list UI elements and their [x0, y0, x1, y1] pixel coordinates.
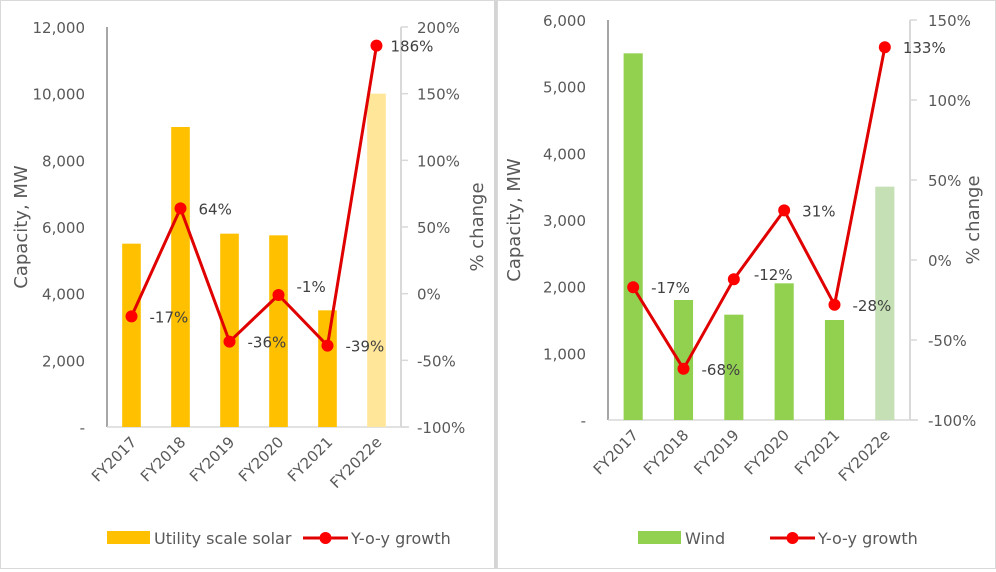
growth-point	[272, 289, 285, 301]
y-tick-label: 4,000	[543, 145, 586, 163]
bar-fy2018	[171, 127, 190, 427]
bar-fy2022e	[367, 93, 386, 428]
x-tick-label: FY2018	[137, 433, 189, 485]
growth-data-label: -1%	[297, 278, 326, 296]
growth-data-label: -39%	[346, 338, 385, 356]
legend-line-marker	[319, 532, 332, 544]
bar-fy2018	[673, 300, 694, 420]
legend-bar-label: Wind	[685, 529, 725, 548]
y-tick-label: 6,000	[42, 219, 85, 237]
y-tick-label: 6,000	[543, 12, 586, 30]
y2-tick-label: 100%	[928, 92, 971, 110]
growth-data-label: -68%	[702, 361, 741, 379]
growth-point	[223, 335, 236, 348]
legend-bar-swatch	[638, 531, 681, 544]
growth-data-label: -12%	[754, 266, 793, 284]
x-tick-label: FY2022e	[326, 433, 385, 492]
x-tick-label: FY2019	[690, 426, 742, 478]
solar-chart-panel: - 2,000 4,000 6,000 8,000 10,000 12,000 -100% -5…	[0, 0, 497, 569]
growth-point	[370, 39, 383, 52]
growth-data-label: 133%	[903, 39, 946, 57]
growth-point	[828, 298, 841, 311]
growth-point	[125, 310, 138, 323]
growth-point	[778, 204, 791, 217]
y2-tick-label: -100%	[928, 412, 976, 430]
growth-point	[174, 202, 187, 215]
y-tick-label: 4,000	[42, 286, 85, 304]
legend-bar-swatch	[107, 531, 150, 544]
y-tick-label: -	[581, 412, 586, 430]
y-tick-label: 3,000	[543, 212, 586, 230]
y2-tick-label: 150%	[417, 86, 460, 104]
growth-point	[878, 41, 891, 54]
growth-point	[677, 362, 690, 375]
bar-fy2017	[623, 53, 643, 420]
growth-data-label: -36%	[248, 334, 287, 352]
x-tick-label: FY2020	[741, 426, 793, 478]
y2-tick-label: -50%	[928, 332, 967, 350]
bar-fy2017	[122, 243, 141, 427]
bar-fy2021	[824, 320, 845, 420]
y2-tick-label: -100%	[417, 419, 465, 437]
y-tick-label: 12,000	[33, 19, 86, 37]
growth-data-label: -17%	[150, 308, 189, 326]
y-tick-label: 5,000	[543, 79, 586, 97]
growth-point	[727, 273, 740, 286]
bar-fy2022e	[875, 186, 895, 420]
x-tick-label: FY2017	[590, 426, 642, 478]
y-axis-title: Capacity, MW	[504, 158, 525, 282]
y-tick-label: 1,000	[543, 345, 586, 363]
y-tick-label: 10,000	[33, 86, 86, 104]
legend-line-marker	[786, 532, 799, 544]
y2-tick-label: 150%	[928, 12, 971, 30]
growth-data-label: -17%	[651, 279, 690, 297]
x-tick-label: FY2018	[640, 426, 692, 478]
growth-point	[627, 281, 640, 294]
y-tick-label: -	[80, 419, 85, 437]
growth-data-label: -28%	[853, 297, 892, 315]
y2-axis-title: % change	[963, 175, 984, 264]
legend-line-label: Y-o-y growth	[350, 529, 451, 548]
bar-fy2019	[724, 314, 744, 420]
y2-tick-label: 100%	[417, 152, 460, 170]
solar-capacity-chart: - 2,000 4,000 6,000 8,000 10,000 12,000 -100% -5…	[11, 19, 488, 548]
y2-tick-label: 50%	[928, 172, 961, 190]
x-tick-label: FY2022e	[835, 426, 894, 485]
y-axis-title: Capacity, MW	[11, 165, 32, 289]
growth-data-label: 64%	[199, 200, 232, 218]
growth-line	[631, 46, 887, 371]
x-tick-label: FY2019	[186, 433, 238, 485]
bar-fy2020	[269, 235, 288, 427]
growth-data-label: 31%	[802, 202, 835, 220]
x-tick-label: FY2017	[88, 433, 140, 485]
wind-capacity-chart: - 1,000 2,000 3,000 4,000 5,000 6,000 -100% -50%…	[504, 12, 984, 548]
y2-tick-label: 0%	[928, 252, 952, 270]
y-tick-label: 8,000	[42, 152, 85, 170]
y-tick-label: 2,000	[42, 352, 85, 370]
y2-tick-label: 50%	[417, 219, 450, 237]
bar-fy2020	[774, 283, 794, 420]
x-tick-label: FY2020	[235, 433, 287, 485]
legend-bar-label: Utility scale solar	[154, 529, 292, 548]
growth-data-label: 186%	[391, 38, 434, 56]
bar-fy2019	[220, 233, 239, 427]
y2-axis-title: % change	[467, 182, 488, 271]
legend-line-label: Y-o-y growth	[817, 529, 918, 548]
wind-chart-panel: - 1,000 2,000 3,000 4,000 5,000 6,000 -100% -50%…	[497, 0, 996, 569]
bar-fy2021	[318, 310, 337, 427]
y-tick-label: 2,000	[543, 279, 586, 297]
y2-tick-label: 200%	[417, 19, 460, 37]
growth-point	[321, 339, 334, 352]
y2-tick-label: -50%	[417, 352, 456, 370]
growth-line	[130, 45, 378, 348]
y2-tick-label: 0%	[417, 286, 441, 304]
